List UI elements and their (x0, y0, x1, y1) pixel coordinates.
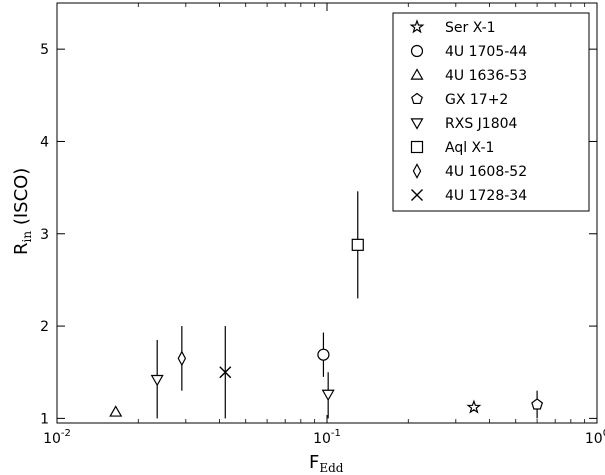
legend-label: Ser X-1 (445, 20, 496, 36)
legend-label: 4U 1728-34 (445, 188, 527, 204)
legend-label: 4U 1636-53 (445, 68, 527, 84)
legend-marker (410, 68, 424, 80)
y-axis-title: Rin (ISCO) (11, 168, 34, 255)
x-axis-title: FEdd (309, 452, 344, 475)
legend-marker (411, 189, 423, 201)
y-tick-label: 3 (40, 227, 49, 243)
data-point (317, 348, 330, 361)
legend-label: 4U 1608-52 (445, 164, 527, 180)
y-tick-label: 4 (40, 134, 49, 150)
legend-label: 4U 1705-44 (445, 44, 527, 60)
legend-marker (409, 19, 425, 34)
y-tick-label: 1 (40, 411, 49, 427)
legend: Ser X-1 4U 1705-44 4U 1636-53 GX 17+2 RXS J1… (392, 12, 590, 212)
x-tick-label: 10-1 (313, 428, 341, 447)
legend-label: Aql X-1 (445, 140, 494, 156)
legend-label: RXS J1804 (445, 116, 518, 132)
data-point (321, 389, 335, 402)
data-point (150, 374, 164, 387)
data-point (177, 350, 187, 367)
data-point (466, 399, 482, 414)
x-tick-label: 100 (585, 428, 605, 447)
axes-layer: 10-2 10-1 100 1 2 3 4 5 FEdd Rin (ISCO) (11, 2, 605, 475)
y-tick-label: 5 (40, 42, 49, 58)
legend-marker (410, 140, 424, 154)
x-tick-label: 10-2 (43, 428, 71, 447)
plot-layer (109, 191, 544, 419)
data-point (531, 398, 544, 410)
legend-marker (411, 92, 423, 105)
legend-marker (412, 163, 422, 179)
y-tick-label: 2 (40, 319, 49, 335)
data-point (109, 405, 123, 417)
legend-label: GX 17+2 (445, 92, 508, 108)
legend-box (392, 12, 590, 212)
data-point (219, 366, 232, 379)
data-point (351, 238, 364, 251)
legend-marker (410, 118, 424, 130)
legend-marker (410, 44, 424, 58)
